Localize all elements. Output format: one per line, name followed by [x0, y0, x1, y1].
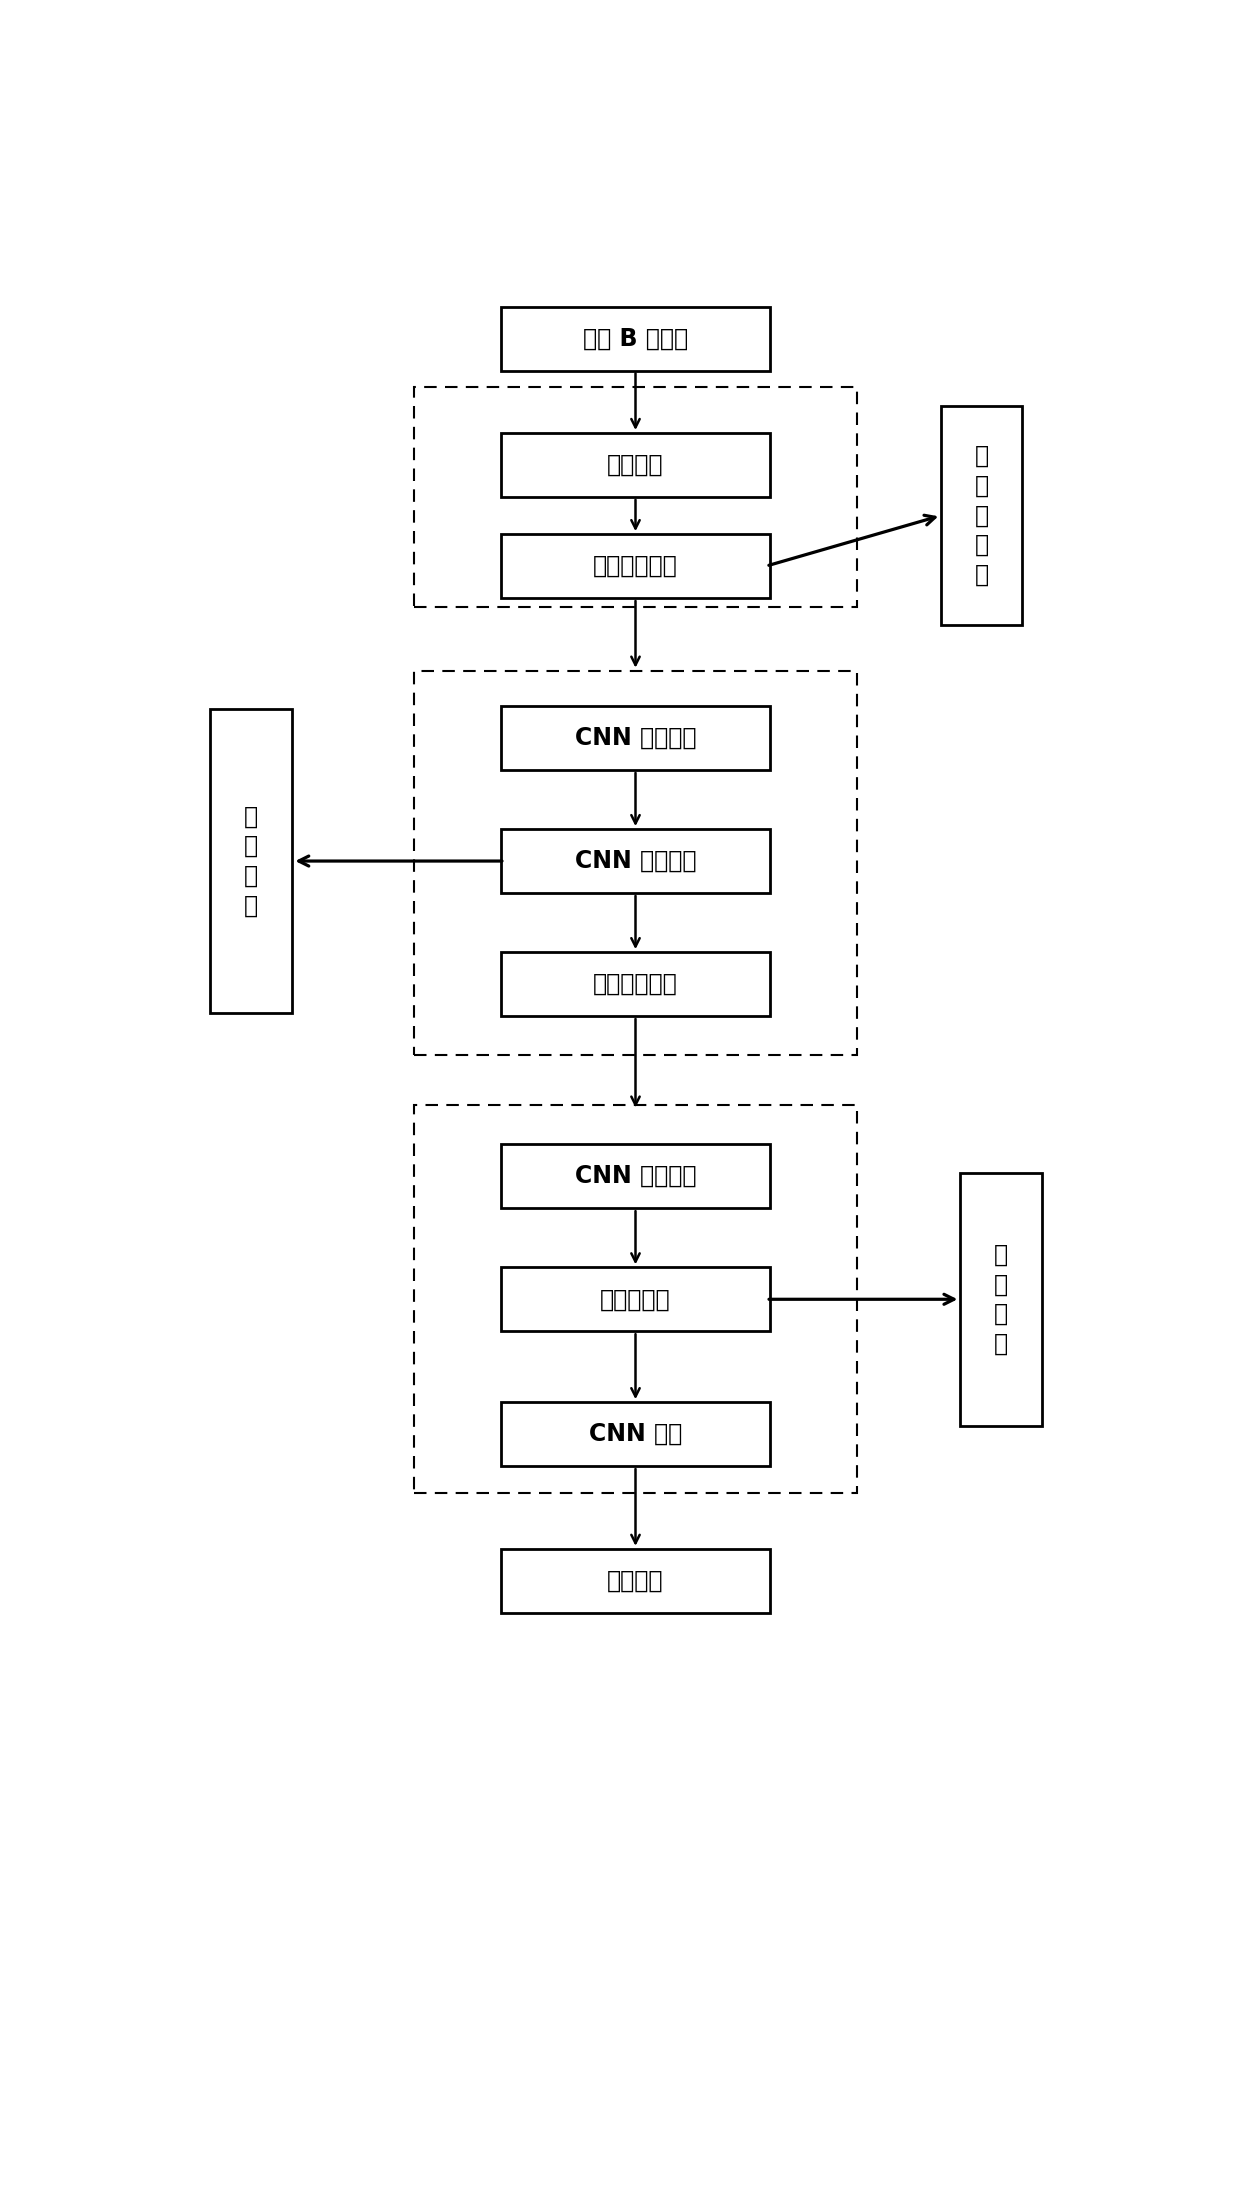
Bar — [501, 830, 770, 893]
Bar — [501, 534, 770, 598]
Bar — [501, 707, 770, 771]
Bar — [501, 1267, 770, 1331]
Bar — [501, 1145, 770, 1208]
Text: 直方图均衡化: 直方图均衡化 — [593, 554, 678, 578]
Text: 结
节
分
割: 结 节 分 割 — [244, 806, 258, 917]
Bar — [501, 952, 770, 1016]
Bar — [501, 1403, 770, 1467]
Text: 读入 B 超图像: 读入 B 超图像 — [583, 326, 688, 350]
Bar — [960, 1173, 1042, 1425]
Bar — [211, 709, 291, 1014]
Bar — [501, 433, 770, 497]
Text: 结节形状细化: 结节形状细化 — [593, 972, 678, 996]
Text: CNN 分类: CNN 分类 — [589, 1423, 682, 1447]
Text: CNN 提取特征: CNN 提取特征 — [575, 727, 696, 751]
Bar — [414, 1105, 857, 1493]
Text: 数据归一化: 数据归一化 — [600, 1287, 671, 1311]
Bar — [414, 387, 857, 606]
Text: 结
节
分
类: 结 节 分 类 — [993, 1243, 1008, 1355]
Text: 图
像
预
处
理: 图 像 预 处 理 — [975, 444, 988, 587]
Text: 高斯滤波: 高斯滤波 — [608, 453, 663, 477]
Bar — [501, 306, 770, 370]
Bar — [941, 405, 1022, 626]
Bar — [414, 670, 857, 1055]
Bar — [501, 1550, 770, 1613]
Text: 输出结果: 输出结果 — [608, 1570, 663, 1594]
Text: CNN 提取特征: CNN 提取特征 — [575, 1165, 696, 1189]
Text: CNN 自动分割: CNN 自动分割 — [575, 849, 696, 873]
